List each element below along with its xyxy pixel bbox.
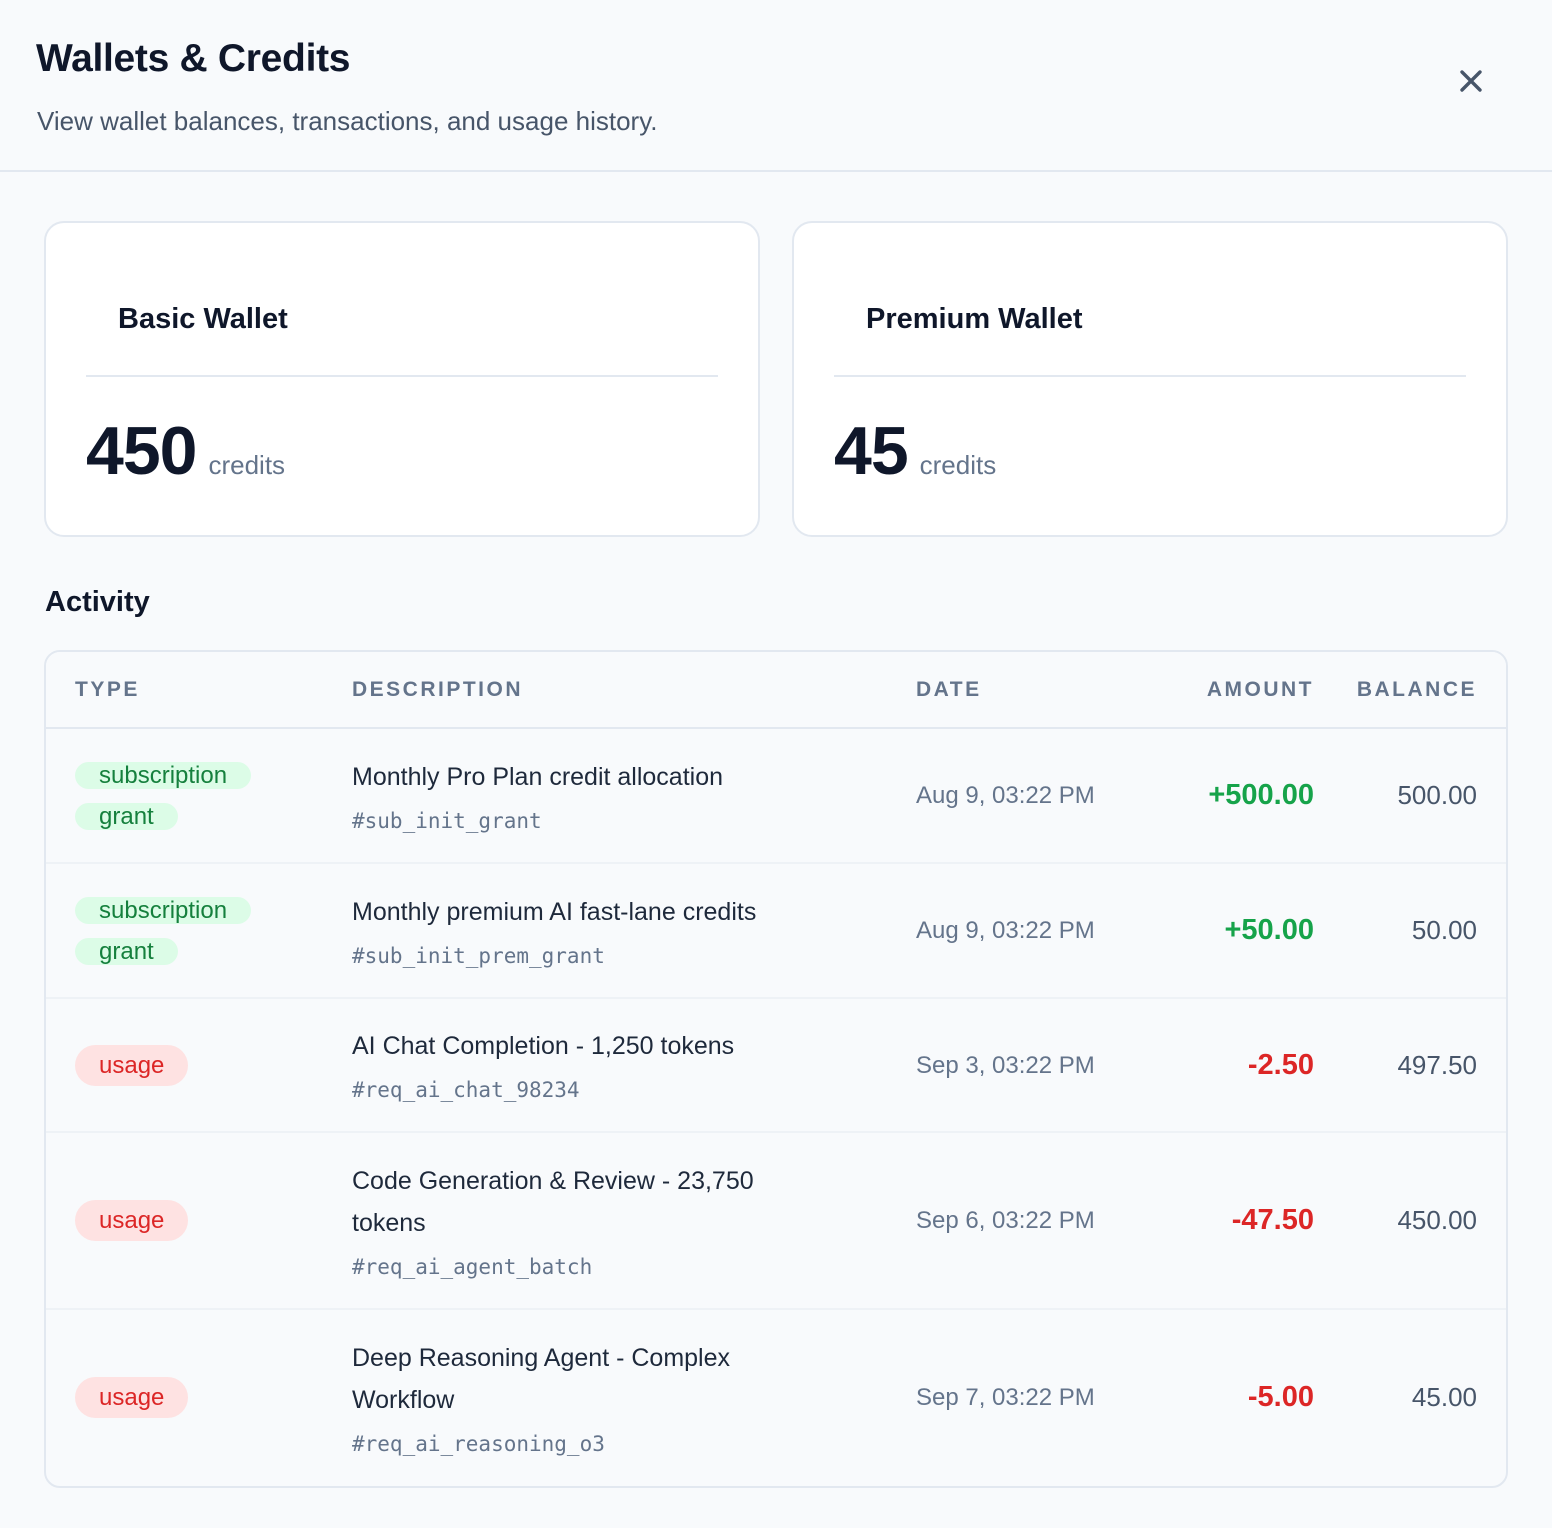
row-description: Monthly Pro Plan credit allocation (352, 762, 724, 791)
type-badge: usage (75, 1200, 189, 1241)
row-amount: -2.50 (1247, 1048, 1314, 1081)
wallet-card-premium: Premium Wallet 45 credits (792, 221, 1508, 537)
type-badge: subscription grant (75, 896, 252, 965)
row-date: Aug 9, 03:22 PM (916, 917, 1095, 944)
table-row: usage AI Chat Completion - 1,250 tokens … (46, 998, 1506, 1132)
table-row: subscription grant Monthly Pro Plan cred… (46, 728, 1506, 863)
activity-title: Activity (45, 586, 150, 618)
type-badge: subscription grant (75, 761, 252, 830)
wallet-balance: 450 credits (86, 377, 718, 491)
row-date: Sep 6, 03:22 PM (916, 1207, 1095, 1234)
row-reference: #sub_init_prem_grant (352, 943, 605, 968)
wallet-balance: 45 credits (834, 377, 1466, 491)
wallet-name: Basic Wallet (86, 223, 718, 377)
dialog-subtitle: View wallet balances, transactions, and … (37, 106, 658, 136)
wallet-card-basic: Basic Wallet 450 credits (44, 221, 760, 537)
row-amount: -5.00 (1247, 1381, 1314, 1413)
row-description: Code Generation & Review - 23,750 tokens (352, 1166, 754, 1237)
row-balance: 500.00 (1397, 780, 1477, 810)
type-badge: usage (75, 1044, 189, 1086)
row-amount: +500.00 (1208, 779, 1314, 811)
row-balance: 45.00 (1411, 1382, 1477, 1412)
row-balance: 50.00 (1411, 915, 1477, 945)
table-header-row: TYPE DESCRIPTION DATE AMOUNT BALANCE (46, 652, 1506, 729)
row-description: AI Chat Completion - 1,250 tokens (352, 1032, 735, 1060)
column-header-balance: BALANCE (1314, 652, 1506, 729)
wallet-amount: 450 (86, 413, 197, 489)
wallet-unit: credits (919, 450, 997, 480)
row-amount: -47.50 (1231, 1204, 1314, 1236)
type-badge: usage (75, 1377, 189, 1418)
column-header-description: DESCRIPTION (352, 652, 916, 729)
column-header-date: DATE (916, 652, 1136, 729)
activity-table: TYPE DESCRIPTION DATE AMOUNT BALANCE sub… (44, 650, 1508, 1488)
table-row: usage Deep Reasoning Agent - Complex Wor… (46, 1309, 1506, 1485)
close-icon (1460, 70, 1482, 92)
row-amount: +50.00 (1224, 914, 1314, 946)
close-button[interactable] (1452, 62, 1490, 100)
row-description: Monthly premium AI fast-lane credits (352, 897, 757, 926)
table-row: subscription grant Monthly premium AI fa… (46, 863, 1506, 998)
row-reference: #req_ai_reasoning_o3 (352, 1431, 605, 1456)
row-balance: 450.00 (1397, 1205, 1477, 1235)
row-date: Aug 9, 03:22 PM (916, 782, 1095, 809)
wallet-cards: Basic Wallet 450 credits Premium Wallet … (44, 221, 1508, 537)
row-reference: #req_ai_agent_batch (352, 1254, 593, 1279)
row-description: Deep Reasoning Agent - Complex Workflow (352, 1343, 731, 1414)
dialog-title: Wallets & Credits (36, 37, 351, 80)
row-reference: #req_ai_chat_98234 (352, 1078, 580, 1102)
wallet-unit: credits (208, 450, 286, 480)
column-header-amount: AMOUNT (1136, 652, 1314, 729)
dialog-header: Wallets & Credits View wallet balances, … (0, 0, 1552, 172)
wallet-name: Premium Wallet (834, 223, 1466, 377)
column-header-type: TYPE (46, 652, 352, 729)
row-date: Sep 3, 03:22 PM (916, 1051, 1095, 1079)
row-date: Sep 7, 03:22 PM (916, 1384, 1095, 1411)
table-row: usage Code Generation & Review - 23,750 … (46, 1132, 1506, 1309)
row-reference: #sub_init_grant (352, 808, 542, 833)
row-balance: 497.50 (1397, 1049, 1477, 1080)
wallet-amount: 45 (834, 413, 909, 489)
